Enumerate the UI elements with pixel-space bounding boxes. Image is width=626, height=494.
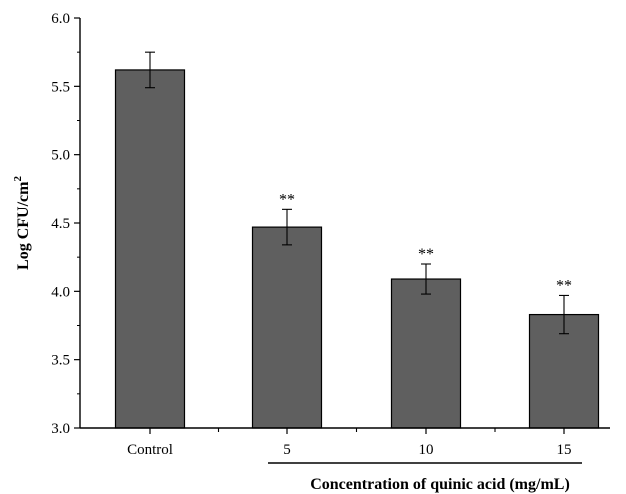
error-bars-layer (145, 51, 569, 335)
y-tick-label: 6.0 (51, 11, 70, 27)
y-tick-label: 4.5 (51, 216, 70, 232)
bar-5 (251, 226, 323, 429)
significance-marker: ** (279, 191, 295, 208)
bars-layer (114, 69, 600, 429)
significance-marker: ** (418, 246, 434, 263)
y-tick-label: 3.5 (51, 353, 70, 369)
significance-marker: ** (556, 277, 572, 294)
y-tick-label: 5.5 (51, 79, 70, 95)
y-tick-label: 3.0 (51, 421, 70, 437)
y-axis-title-superscript: 2 (12, 176, 24, 182)
x-tick-label: Control (127, 442, 173, 458)
x-tick-label: 5 (283, 442, 291, 458)
x-group-title: Concentration of quinic acid (mg/mL) (310, 476, 570, 493)
significance-layer: ** ** ** (279, 191, 572, 294)
bar-10 (390, 278, 462, 429)
y-ticks-layer: 3.0 3.5 4.0 4.5 5.0 5.5 6.0 (51, 11, 80, 437)
y-tick-label: 4.0 (51, 284, 70, 300)
bar-control (114, 69, 186, 429)
y-tick-label: 5.0 (51, 148, 70, 164)
y-axis-title-text: Log CFU/cm (15, 181, 32, 270)
x-tick-label: 15 (557, 442, 572, 458)
y-axis-title: Log CFU/cm2 (12, 176, 32, 270)
x-tick-label: 10 (419, 442, 434, 458)
x-ticks-layer: Control 5 10 15 (127, 428, 572, 458)
